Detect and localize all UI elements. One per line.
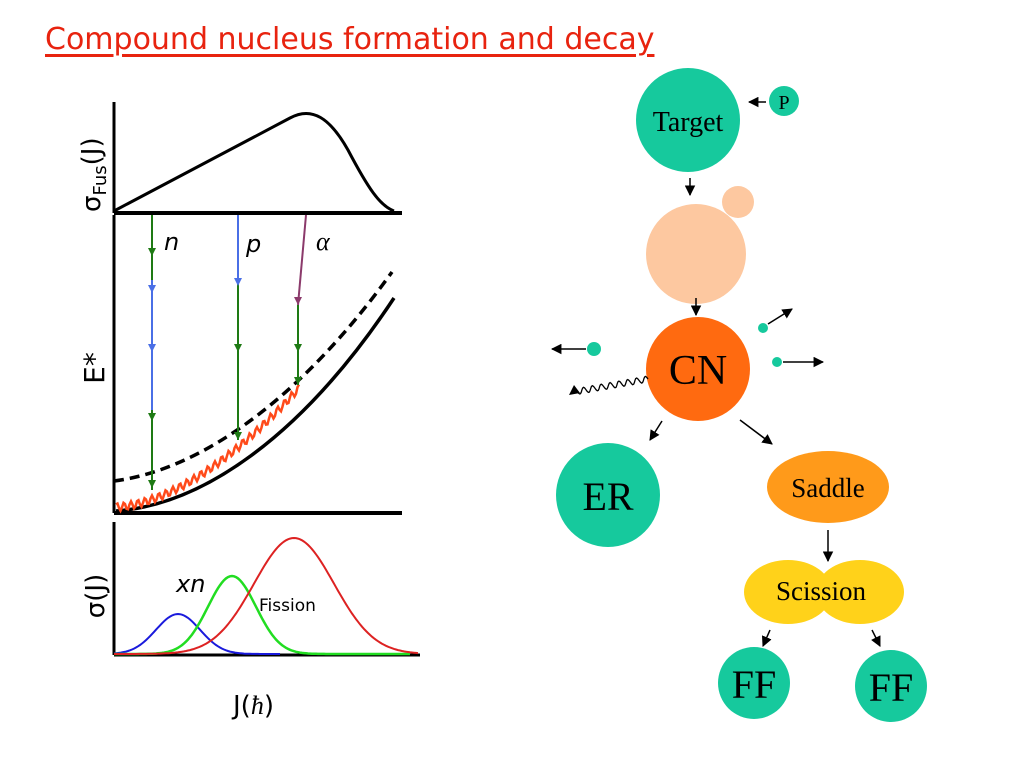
- gamma-cascade-wavy-line: [115, 383, 301, 514]
- fusion-ylabel: σFus(J): [77, 137, 111, 212]
- gamma-ray-wavy-arrow: [573, 375, 649, 395]
- evaporation-residue-node: [556, 443, 660, 547]
- excitation-ylabel: E*: [78, 352, 111, 384]
- emitted-particle-upper-right-arrow: [767, 308, 793, 325]
- fission-fragment-left-node: [718, 647, 790, 719]
- spin-xlabel: J(ħ): [231, 691, 274, 721]
- proton-cascade: p: [234, 215, 261, 440]
- alpha-cascade-line: [297, 214, 307, 306]
- arrowhead: [234, 432, 242, 440]
- fusion-cross-section-curve: [113, 112, 395, 213]
- arrowhead: [294, 344, 302, 352]
- alpha-label: α: [316, 227, 331, 256]
- projectile-label: P: [778, 92, 789, 114]
- fusion-panel: σFus(J): [77, 102, 402, 215]
- excitation-panel: E* n p α: [78, 214, 402, 515]
- target-node: [636, 68, 740, 172]
- emitted-particle-left: [587, 342, 601, 356]
- fission-fragment-right-node: [855, 650, 927, 722]
- arrowhead: [294, 377, 302, 385]
- arrowhead: [148, 480, 156, 488]
- xn-label: xn: [175, 570, 205, 598]
- ff-right-label: FF: [869, 665, 914, 710]
- cn-to-saddle-arrow: [739, 419, 773, 445]
- saddle-label: Saddle: [791, 473, 865, 503]
- reaction-flow-diagram: Target P CN ER Saddle Scission: [550, 68, 927, 722]
- cn-label: CN: [669, 348, 727, 394]
- p-label: p: [245, 230, 261, 258]
- arrowhead: [148, 285, 156, 293]
- scission-to-ff-right-arrow: [871, 629, 881, 647]
- arrowhead: [234, 344, 242, 352]
- scission-label: Scission: [776, 576, 867, 606]
- projectile-node: [769, 86, 799, 116]
- er-label: ER: [582, 474, 633, 519]
- slide-title: Compound nucleus formation and decay: [45, 22, 655, 57]
- emitted-particle-right: [772, 357, 782, 367]
- gamma-arrowhead: [569, 385, 580, 395]
- scission-node: [744, 560, 904, 624]
- yrast-line: [115, 297, 396, 513]
- fission-barrier-dashed-curve: [113, 270, 394, 483]
- ff-left-label: FF: [732, 662, 777, 707]
- n-label: n: [164, 228, 179, 256]
- spin-distribution-panel: xn Fission σ(J) J(ħ): [81, 522, 420, 721]
- target-label: Target: [653, 107, 724, 138]
- neutron-cascade: n: [148, 215, 179, 490]
- spin-ylabel: σ(J): [81, 574, 111, 618]
- fission-label: Fission: [259, 596, 316, 616]
- arrowhead: [148, 344, 156, 352]
- saddle-node: [767, 451, 889, 523]
- fusion-nucleus-node: [646, 204, 746, 304]
- alpha-cascade: α: [294, 214, 331, 385]
- arrowhead: [148, 413, 156, 421]
- arrowhead: [294, 297, 302, 305]
- cn-to-er-arrow: [649, 420, 663, 441]
- fusing-projectile-node: [722, 186, 754, 218]
- emitted-particle-upper-right: [758, 323, 768, 333]
- arrowhead: [234, 278, 242, 286]
- arrowhead: [148, 248, 156, 256]
- compound-nucleus-node: [646, 317, 750, 421]
- fission-distribution-curve: [114, 536, 419, 655]
- scission-neck: [786, 574, 862, 610]
- scission-to-ff-left-arrow: [761, 629, 772, 647]
